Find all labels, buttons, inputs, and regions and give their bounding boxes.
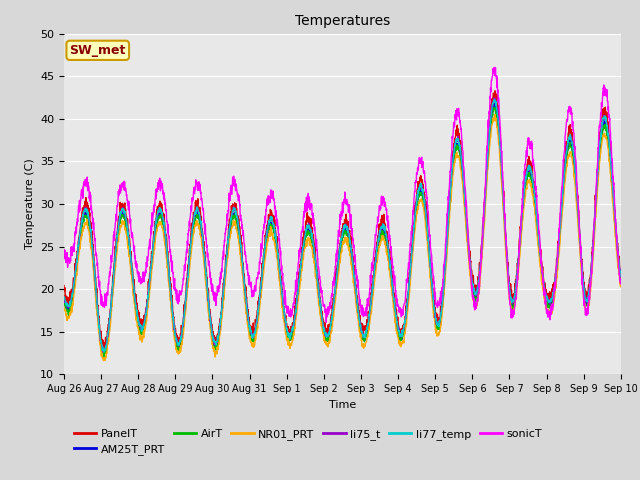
AirT — [60, 297, 68, 303]
sonicT — [617, 280, 625, 286]
li77_temp — [568, 141, 576, 146]
NR01_PRT — [359, 343, 367, 349]
NR01_PRT — [371, 276, 379, 281]
sonicT — [323, 319, 330, 325]
li75_t — [568, 138, 576, 144]
AirT — [584, 303, 591, 309]
AM25T_PRT — [371, 269, 379, 275]
AM25T_PRT — [584, 301, 591, 307]
Line: AM25T_PRT: AM25T_PRT — [64, 103, 621, 354]
li75_t — [216, 328, 223, 334]
Line: li75_t: li75_t — [64, 98, 621, 352]
li77_temp — [359, 331, 367, 336]
sonicT — [371, 245, 379, 251]
AirT — [371, 272, 379, 277]
NR01_PRT — [505, 288, 513, 294]
li77_temp — [491, 96, 499, 102]
AirT — [568, 145, 576, 151]
li77_temp — [100, 349, 108, 355]
li75_t — [60, 294, 68, 300]
NR01_PRT — [568, 155, 576, 160]
PanelT — [60, 283, 68, 288]
NR01_PRT — [60, 304, 68, 310]
AM25T_PRT — [617, 277, 625, 283]
sonicT — [359, 312, 367, 318]
NR01_PRT — [617, 284, 625, 290]
AirT — [100, 354, 108, 360]
li77_temp — [617, 273, 625, 279]
li77_temp — [371, 263, 379, 268]
PanelT — [359, 322, 367, 327]
sonicT — [490, 65, 498, 71]
AM25T_PRT — [100, 351, 108, 357]
li75_t — [359, 333, 367, 338]
AM25T_PRT — [216, 327, 223, 333]
sonicT — [584, 306, 591, 312]
AirT — [505, 279, 513, 285]
PanelT — [216, 321, 223, 326]
Title: Temperatures: Temperatures — [295, 14, 390, 28]
Text: SW_met: SW_met — [70, 44, 126, 57]
sonicT — [216, 282, 223, 288]
li75_t — [617, 274, 625, 279]
Line: li77_temp: li77_temp — [64, 99, 621, 352]
PanelT — [371, 264, 379, 270]
NR01_PRT — [216, 334, 223, 340]
NR01_PRT — [584, 308, 591, 314]
sonicT — [505, 287, 513, 292]
PanelT — [100, 347, 108, 353]
li75_t — [505, 275, 513, 281]
sonicT — [60, 256, 68, 262]
PanelT — [568, 130, 576, 135]
Line: PanelT: PanelT — [64, 91, 621, 350]
li77_temp — [505, 279, 513, 285]
AirT — [490, 105, 498, 110]
sonicT — [568, 116, 576, 121]
PanelT — [617, 274, 625, 279]
Line: NR01_PRT: NR01_PRT — [64, 115, 621, 360]
li75_t — [584, 297, 591, 303]
NR01_PRT — [100, 358, 108, 363]
Line: sonicT: sonicT — [64, 68, 621, 322]
li75_t — [490, 95, 498, 101]
AM25T_PRT — [359, 334, 367, 339]
PanelT — [491, 88, 499, 94]
AM25T_PRT — [505, 281, 513, 287]
AirT — [617, 277, 625, 283]
li77_temp — [584, 299, 591, 305]
X-axis label: Time: Time — [329, 400, 356, 409]
li75_t — [371, 266, 379, 272]
AM25T_PRT — [490, 100, 497, 106]
PanelT — [505, 274, 513, 279]
Line: AirT: AirT — [64, 108, 621, 357]
AirT — [359, 336, 367, 342]
NR01_PRT — [491, 112, 499, 118]
AirT — [216, 329, 223, 335]
Y-axis label: Temperature (C): Temperature (C) — [24, 158, 35, 250]
li77_temp — [60, 295, 68, 300]
PanelT — [584, 289, 591, 295]
li77_temp — [216, 326, 223, 332]
li75_t — [99, 349, 107, 355]
AM25T_PRT — [60, 297, 68, 303]
AM25T_PRT — [568, 144, 576, 150]
Legend: PanelT, AM25T_PRT, AirT, NR01_PRT, li75_t, li77_temp, sonicT: PanelT, AM25T_PRT, AirT, NR01_PRT, li75_… — [70, 424, 547, 460]
